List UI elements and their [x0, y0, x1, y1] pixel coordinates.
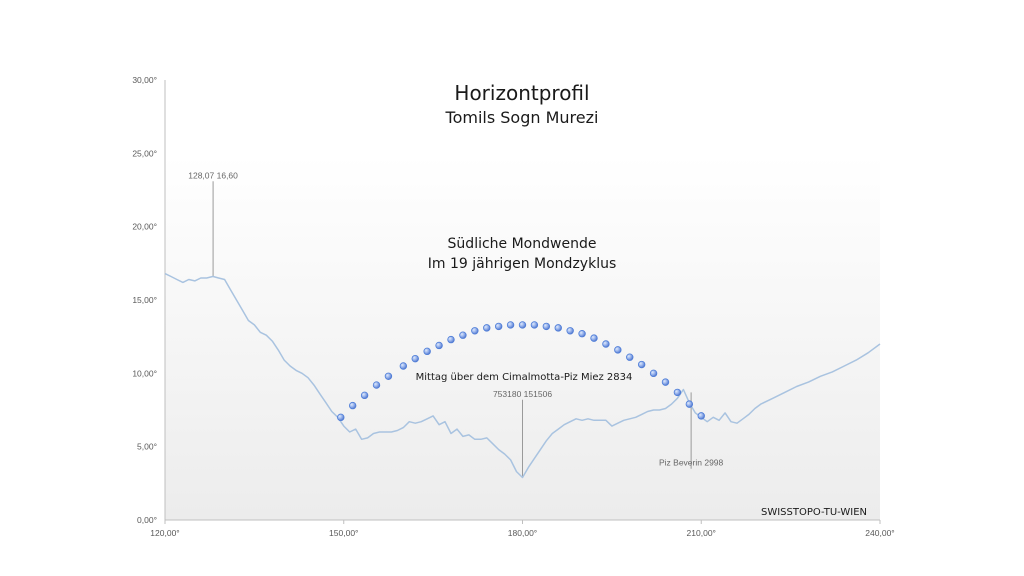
- chart-subtitle: Tomils Sogn Murezi: [445, 108, 599, 127]
- x-tick-label: 240,00°: [865, 528, 894, 538]
- y-tick-label: 5,00°: [137, 442, 157, 452]
- x-tick-label: 180,00°: [508, 528, 537, 538]
- moon-position-point: [697, 412, 705, 420]
- moon-position-point: [447, 335, 455, 344]
- noon-caption: Mittag über dem Cimalmotta-Piz Miez 2834: [416, 372, 633, 383]
- horizon-profile: [164, 272, 881, 479]
- moon-position-point: [423, 347, 431, 356]
- annotation-label: 128,07 16,60: [188, 170, 238, 180]
- horizon-profile-line: [164, 272, 881, 479]
- moon-position-point: [578, 330, 586, 338]
- annotation-labels: 128,07 16,60 753180 151506 Piz Beverin 299…: [188, 170, 723, 467]
- moon-position-point: [673, 388, 682, 397]
- annotation-label: 753180 151506: [493, 389, 552, 399]
- y-tick-label: 20,00°: [132, 222, 157, 232]
- moon-caption-line-2: Im 19 jährigen Mondzyklus: [428, 256, 617, 272]
- moon-position-point: [459, 331, 467, 339]
- moon-path: [337, 321, 705, 422]
- moon-position-point: [542, 322, 551, 331]
- y-tick-label: 10,00°: [132, 368, 157, 378]
- moon-position-point: [360, 391, 369, 400]
- moon-position-point: [483, 324, 491, 332]
- moon-position-point: [337, 413, 345, 422]
- moon-position-point: [399, 362, 408, 370]
- moon-position-point: [661, 378, 670, 386]
- moon-position-point: [530, 321, 539, 329]
- moon-position-point: [506, 321, 515, 329]
- y-tick-label: 25,00°: [132, 148, 157, 158]
- moon-position-point: [372, 381, 381, 389]
- y-tick-label: 15,00°: [132, 295, 157, 305]
- moon-position-point: [435, 341, 443, 350]
- moon-position-point: [602, 340, 610, 348]
- moon-position-point: [554, 324, 562, 332]
- x-tick-label: 210,00°: [687, 528, 716, 538]
- moon-position-point: [626, 353, 634, 361]
- moon-position-point: [649, 369, 658, 378]
- moon-position-point: [348, 401, 357, 410]
- moon-position-point: [518, 321, 527, 329]
- moon-position-point: [411, 354, 419, 363]
- credit-label: SWISSTOPO-TU-WIEN: [761, 507, 867, 518]
- moon-position-point: [384, 372, 393, 380]
- moon-position-point: [685, 400, 694, 408]
- moon-position-point: [471, 327, 479, 335]
- chart-title: Horizontprofil: [454, 81, 589, 105]
- moon-position-point: [494, 322, 503, 331]
- moon-caption-line-1: Südliche Mondwende: [448, 236, 597, 252]
- annotation-label: Piz Beverin 2998: [659, 458, 724, 468]
- tick-labels: 120,00° 150,00° 180,00° 210,00° 240,00° 0,00°…: [132, 75, 894, 538]
- moon-position-point: [614, 346, 622, 354]
- x-tick-label: 150,00°: [329, 528, 358, 538]
- moon-position-point: [566, 327, 574, 335]
- axes: [164, 80, 881, 524]
- y-tick-label: 30,00°: [132, 75, 157, 85]
- moon-position-point: [590, 334, 598, 342]
- y-tick-label: 0,00°: [137, 515, 157, 525]
- moon-position-point: [637, 360, 646, 369]
- x-tick-label: 120,00°: [150, 528, 179, 538]
